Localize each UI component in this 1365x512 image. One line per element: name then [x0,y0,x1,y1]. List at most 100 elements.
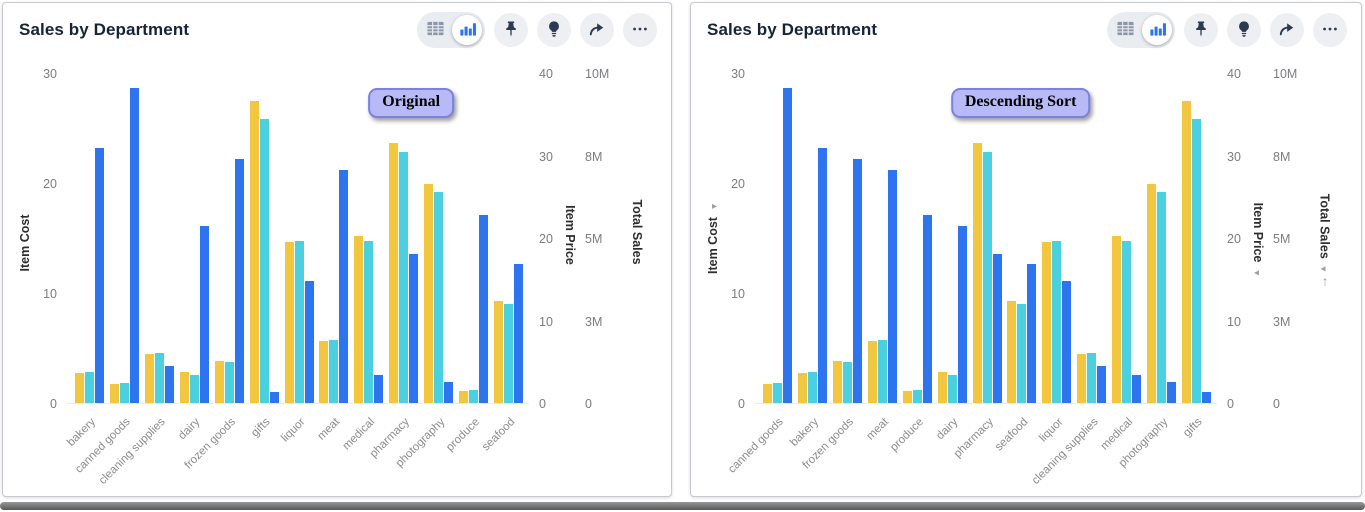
axis-tick-label: 20 [731,177,745,191]
bar-item-price[interactable] [1007,301,1017,403]
bar-item-cost[interactable] [444,382,454,403]
bar-item-price[interactable] [144,354,154,403]
insights-button[interactable] [537,13,571,47]
bar-item-cost[interactable] [164,366,174,403]
bar-item-cost[interactable] [1132,375,1142,403]
bar-item-cost[interactable] [817,148,827,403]
bar-item-price[interactable] [867,341,877,403]
bar-item-cost[interactable] [922,215,932,403]
bar-total-sales[interactable] [189,375,199,403]
bar-item-cost[interactable] [957,226,967,403]
bar-total-sales[interactable] [259,119,269,403]
bar-item-price[interactable] [424,184,434,403]
bar-item-price[interactable] [494,301,503,403]
bar-item-cost[interactable] [514,264,523,403]
bar-total-sales[interactable] [364,241,374,403]
bar-item-cost[interactable] [269,392,279,403]
bar-item-price[interactable] [1112,236,1122,403]
bar-total-sales[interactable] [807,372,817,403]
bar-item-cost[interactable] [783,88,792,403]
table-view-button[interactable] [1110,15,1140,45]
bar-item-cost[interactable] [887,170,897,403]
bar-total-sales[interactable] [224,362,234,403]
bar-total-sales[interactable] [504,304,513,403]
bar-item-price[interactable] [109,384,119,403]
lightbulb-icon [544,19,564,42]
bar-item-price[interactable] [1147,184,1157,403]
insights-button[interactable] [1227,13,1261,47]
bar-item-cost[interactable] [1027,264,1037,403]
bar-chart-view-button[interactable] [452,15,482,45]
bar-plot: Descending Sort [755,74,1217,404]
bar-total-sales[interactable] [469,390,479,403]
bar-total-sales[interactable] [294,241,304,403]
more-options-button[interactable] [1313,13,1347,47]
bar-chart-view-button[interactable] [1142,15,1172,45]
bar-item-cost[interactable] [1167,382,1177,403]
bar-item-price[interactable] [797,373,807,403]
bar-item-cost[interactable] [1062,281,1072,403]
bar-item-cost[interactable] [479,215,489,403]
bar-item-price[interactable] [1042,242,1052,403]
bar-item-price[interactable] [354,236,364,403]
bar-group-seafood [494,264,523,403]
bar-item-cost[interactable] [1202,392,1211,403]
bar-item-cost[interactable] [199,226,209,403]
bar-item-cost[interactable] [234,159,244,403]
bar-item-price[interactable] [459,391,469,403]
bar-total-sales[interactable] [154,353,164,403]
pin-icon [1191,19,1211,42]
bar-total-sales[interactable] [119,383,129,403]
bar-total-sales[interactable] [1052,241,1062,403]
bar-total-sales[interactable] [329,340,339,403]
bar-item-price[interactable] [75,373,84,403]
bar-item-cost[interactable] [374,375,384,403]
bar-total-sales[interactable] [1017,304,1027,403]
bar-item-price[interactable] [902,391,912,403]
bar-item-cost[interactable] [95,148,104,403]
bar-total-sales[interactable] [842,362,852,403]
bar-item-price[interactable] [1077,354,1087,403]
bar-item-price[interactable] [179,372,189,403]
bar-total-sales[interactable] [947,375,957,403]
bar-item-price[interactable] [284,242,294,403]
chart-toolbar [1107,12,1347,48]
share-button[interactable] [580,13,614,47]
pin-button[interactable] [1184,13,1218,47]
bar-total-sales[interactable] [1087,353,1097,403]
bar-total-sales[interactable] [1192,119,1201,403]
table-view-button[interactable] [420,15,450,45]
bar-item-cost[interactable] [129,88,139,403]
bar-total-sales[interactable] [85,372,94,403]
bar-item-cost[interactable] [409,254,419,403]
bar-item-cost[interactable] [852,159,862,403]
bar-item-price[interactable] [937,372,947,403]
bar-item-price[interactable] [319,341,329,403]
share-button[interactable] [1270,13,1304,47]
bar-item-price[interactable] [249,101,259,403]
bar-total-sales[interactable] [1157,192,1167,403]
bar-item-cost[interactable] [1097,366,1107,403]
bar-total-sales[interactable] [773,383,782,403]
y-axis-title-total-sales[interactable]: Total Sales [630,199,644,265]
bar-item-price[interactable] [763,384,772,403]
y-axis-title-item-price[interactable]: Item Price [563,205,577,265]
bar-item-cost[interactable] [304,281,314,403]
bar-total-sales[interactable] [434,192,444,403]
bar-item-cost[interactable] [992,254,1002,403]
bar-total-sales[interactable] [877,340,887,403]
bar-item-price[interactable] [214,361,224,403]
y-axis-title-item-price[interactable]: Item Price◂ [1251,202,1265,279]
pin-button[interactable] [494,13,528,47]
bar-item-price[interactable] [1182,101,1191,403]
bar-total-sales[interactable] [399,152,409,403]
bar-item-price[interactable] [832,361,842,403]
bar-item-cost[interactable] [339,170,349,403]
bar-item-price[interactable] [972,143,982,403]
bar-item-price[interactable] [389,143,399,403]
bar-total-sales[interactable] [1122,241,1132,403]
bar-total-sales[interactable] [912,390,922,403]
bar-total-sales[interactable] [982,152,992,403]
y-axis-title-total-sales[interactable]: Total Sales◂↑ [1317,193,1332,289]
more-options-button[interactable] [623,13,657,47]
